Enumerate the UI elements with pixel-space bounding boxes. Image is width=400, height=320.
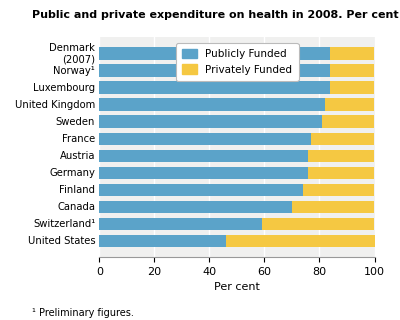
Bar [100, 81, 330, 94]
Bar [325, 99, 374, 111]
Bar [100, 99, 325, 111]
Bar [100, 218, 262, 230]
Bar [100, 116, 322, 128]
Bar [100, 47, 330, 60]
Bar [100, 64, 330, 77]
Bar [100, 149, 308, 162]
Bar [100, 235, 226, 247]
Bar [308, 149, 374, 162]
Bar [330, 81, 374, 94]
Bar [100, 184, 303, 196]
Bar [100, 167, 308, 179]
Bar [226, 235, 374, 247]
Bar [330, 47, 374, 60]
Bar [262, 218, 374, 230]
Bar [308, 167, 374, 179]
Bar [330, 64, 374, 77]
Legend: Publicly Funded, Privately Funded: Publicly Funded, Privately Funded [176, 43, 298, 81]
X-axis label: Per cent: Per cent [214, 282, 260, 292]
Bar [292, 201, 374, 213]
Bar [100, 201, 292, 213]
Bar [322, 116, 374, 128]
Bar [311, 132, 374, 145]
Text: ¹ Preliminary figures.: ¹ Preliminary figures. [32, 308, 134, 318]
Text: Public and private expenditure on health in 2008. Per cent: Public and private expenditure on health… [32, 10, 399, 20]
Bar [100, 132, 311, 145]
Bar [303, 184, 374, 196]
